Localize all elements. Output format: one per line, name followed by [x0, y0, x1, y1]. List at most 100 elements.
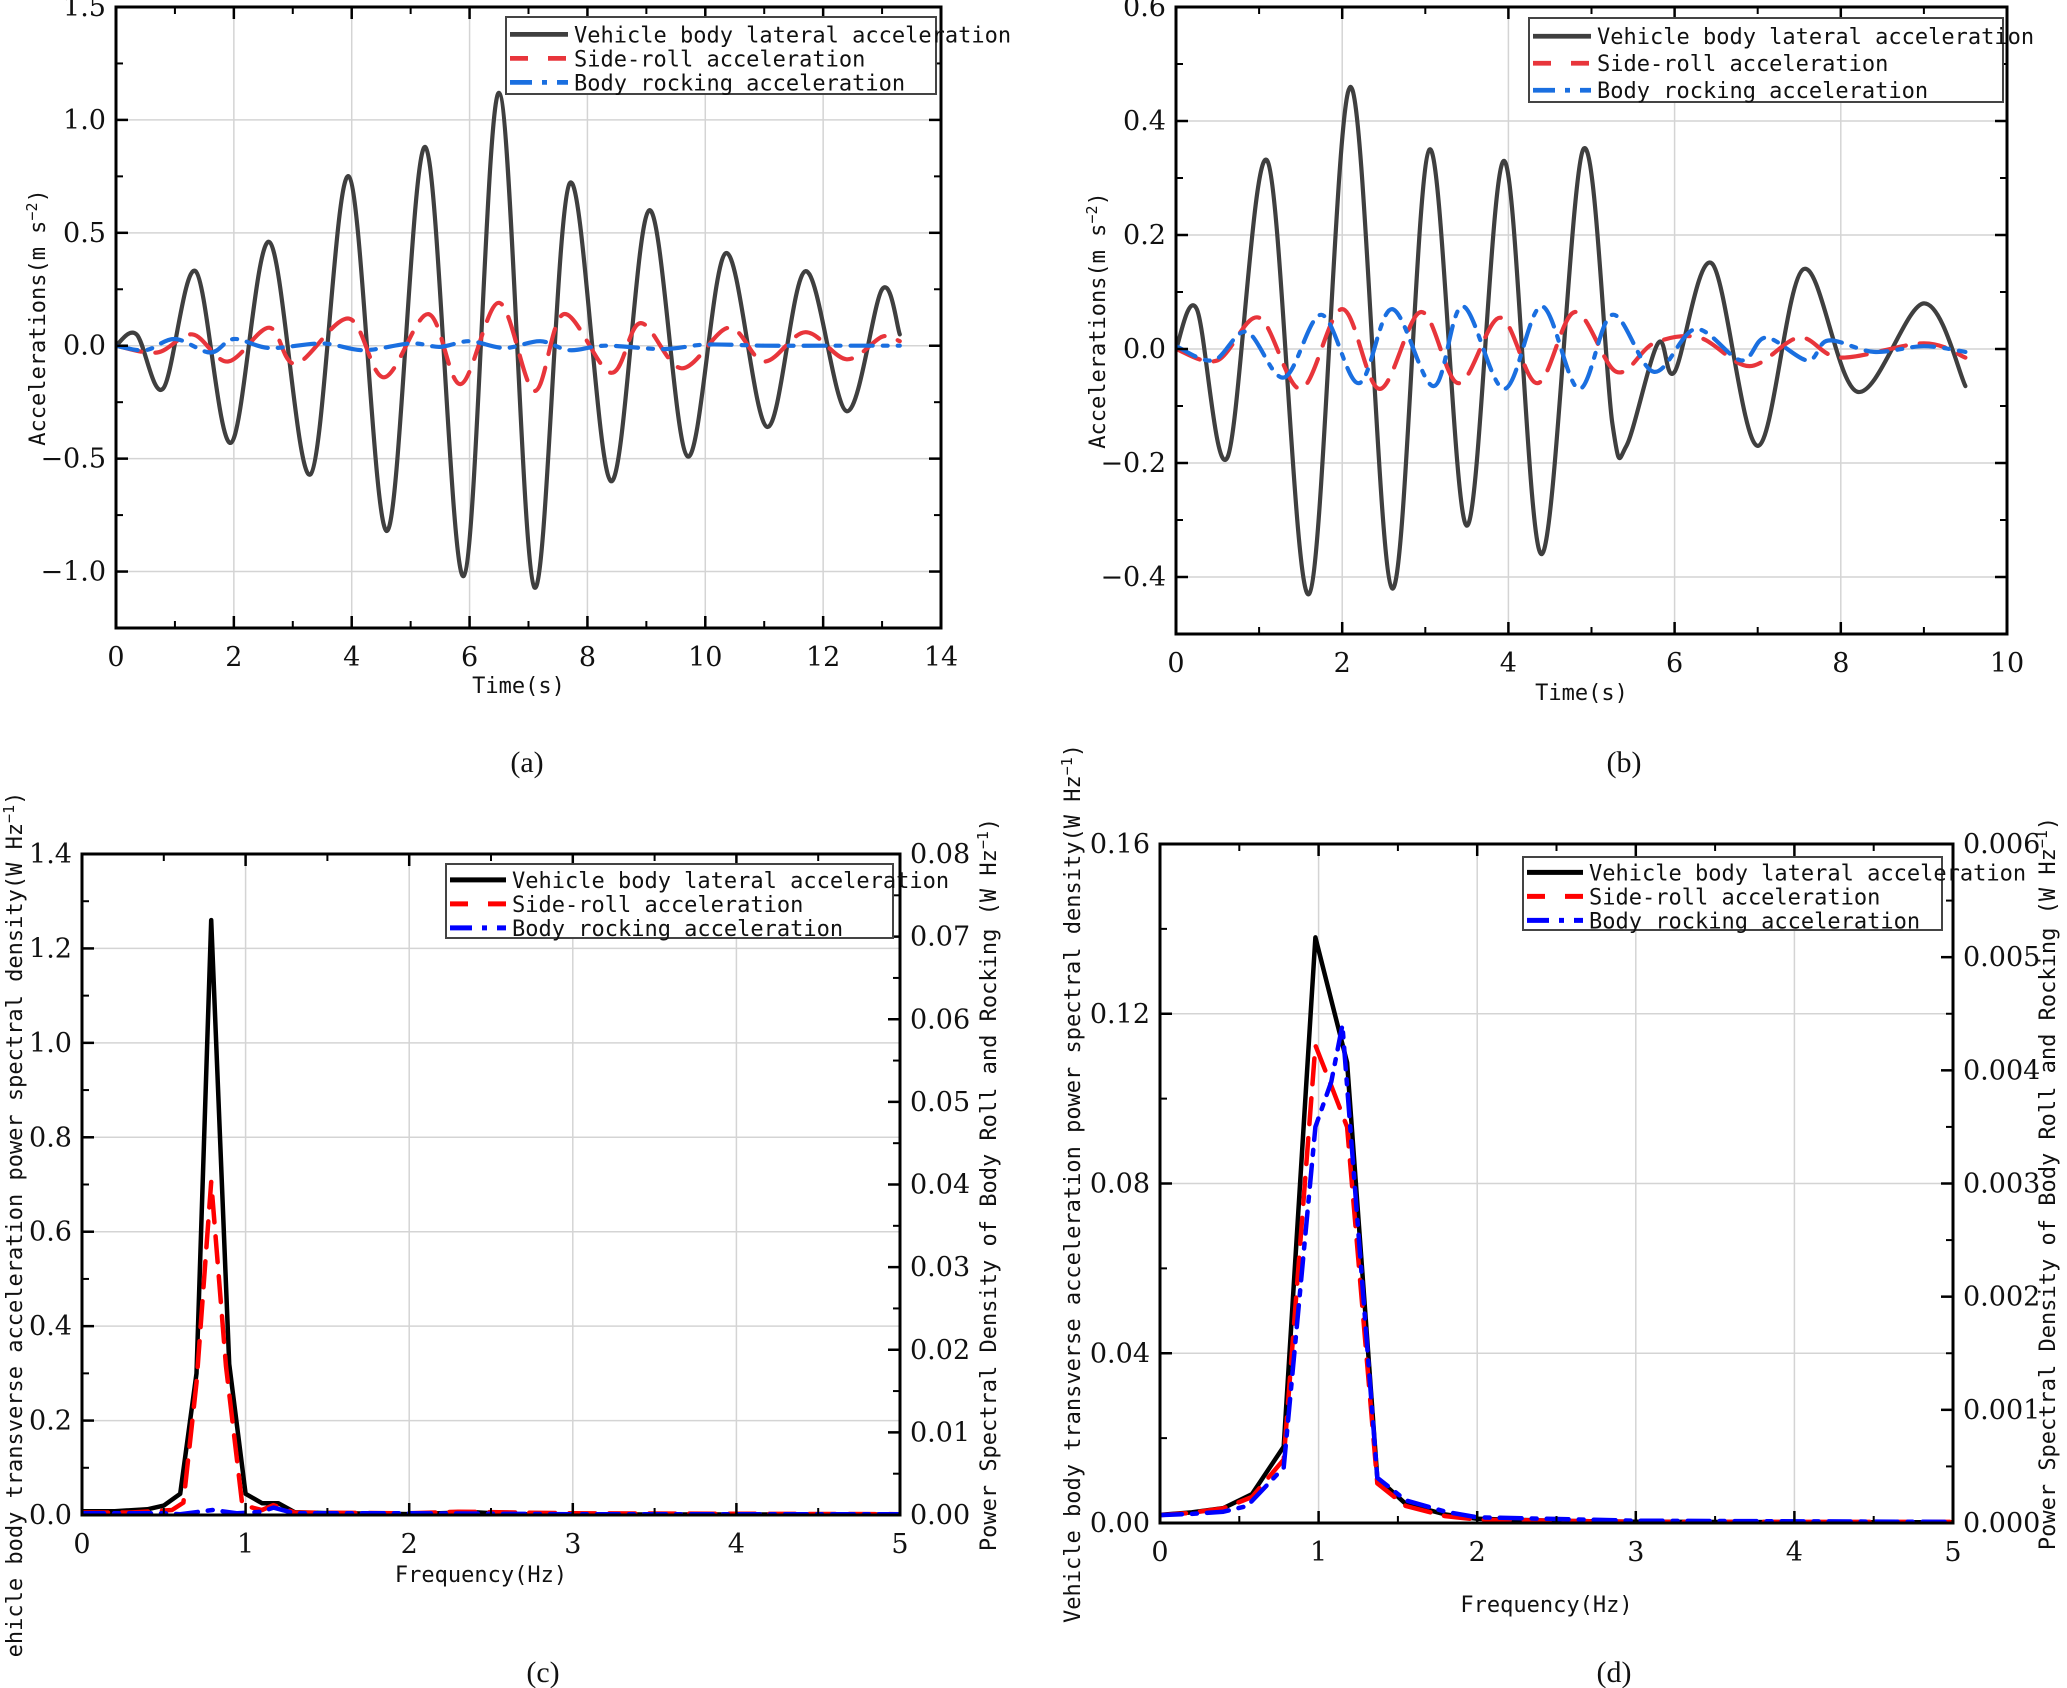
y-tick-label: −1.0: [40, 557, 106, 588]
y2-tick-label: 0.02: [910, 1335, 970, 1366]
series-group: [116, 90, 902, 590]
y2-tick-label: 0.003: [1963, 1169, 2040, 1200]
legend-label: Vehicle body lateral acceleration: [1597, 25, 2034, 50]
y-tick-label: 1.4: [29, 839, 72, 870]
x-tick-label: 10: [1990, 648, 2024, 679]
legend-label: Side-roll acceleration: [574, 47, 865, 72]
y2-tick-label: 0.04: [910, 1170, 970, 1201]
y-axis-title: Accelerations(m s−2): [23, 189, 51, 445]
series-line-body-rocking-acceleration: [116, 336, 902, 355]
x-tick-label: 4: [1500, 648, 1517, 679]
legend-box: [445, 863, 894, 939]
x-tick-label: 10: [688, 642, 722, 673]
y2-tick-label: 0.05: [910, 1087, 970, 1118]
y2-axis-title-text: Power Spectral Density of Body Roll and …: [977, 849, 1002, 1551]
y-tick-label: 0.4: [29, 1311, 72, 1342]
y-axis-title-close: ): [1086, 192, 1111, 205]
series-line-vehicle-body-lateral-acceleration: [116, 90, 902, 590]
panel-caption: (d): [1597, 1656, 1632, 1688]
legend-box: [505, 16, 937, 95]
x-tick-label: 4: [343, 642, 360, 673]
grid: [1160, 844, 1953, 1523]
chart-panel-c: 0 1 2 3 4 5 0.0 0.2 0.4 0.6 0.8 1.0 1.2 1.4 0.00 0.01 0.…: [0, 792, 1002, 1688]
y-tick-label: 0.6: [1123, 0, 1166, 23]
legend-box: [1522, 856, 1943, 931]
y-tick-label: 0.4: [1123, 106, 1166, 137]
y2-tick-label: 0.006: [1963, 829, 2040, 860]
y-axis-title: ehicle body transverse acceleration powe…: [0, 792, 28, 1658]
y2-tick-label: 0.001: [1963, 1395, 2040, 1426]
legend: Vehicle body lateral accelerationSide-ro…: [445, 863, 949, 942]
series-line-vehicle-body-lateral-acceleration: [1176, 84, 1968, 597]
grid: [1176, 7, 2007, 634]
y-axis-title-text: Accelerations(m s: [1086, 224, 1111, 449]
x-tick-label: 0: [1151, 1537, 1168, 1568]
y-axis-title-sup: −1: [1058, 757, 1076, 775]
series-line-side-roll-acceleration: [1160, 1043, 1953, 1523]
x-axis-title: Time(s): [472, 674, 565, 699]
y2-tick-label: 0.08: [910, 839, 970, 870]
legend-label: Body rocking acceleration: [1597, 79, 1928, 104]
series-line-side-roll-acceleration: [82, 1179, 900, 1515]
y-tick-label: 0.00: [1090, 1508, 1150, 1539]
y-tick-label: 0.16: [1090, 829, 1150, 860]
chart-panel-d: 0 1 2 3 4 5 0.00 0.04 0.08 0.12 0.16 0.000 0.001 0.00…: [1058, 744, 2061, 1688]
y-axis-title-close: ): [1061, 744, 1086, 757]
series-line-vehicle-body-lateral-acceleration: [82, 917, 900, 1515]
legend-label: Vehicle body lateral acceleration: [574, 23, 1011, 48]
y2-tick-label: 0.06: [910, 1004, 970, 1035]
legend-label: Vehicle body lateral acceleration: [512, 869, 949, 894]
panel-caption: (a): [510, 746, 543, 779]
y2-tick-label: 0.005: [1963, 942, 2040, 973]
y2-axis-title-text: Power Spectral Density of Body Roll and …: [2036, 848, 2061, 1550]
y2-axis-title-sup: −1: [974, 831, 992, 849]
x-tick-label: 6: [1666, 648, 1683, 679]
y-tick-label: 0.6: [29, 1217, 72, 1248]
series-line-vehicle-body-lateral-acceleration: [1160, 935, 1953, 1523]
y-tick-label: 0.12: [1090, 999, 1150, 1030]
y-axis-title: Accelerations(m s−2): [1083, 192, 1111, 448]
x-tick-label: 0: [1167, 648, 1184, 679]
series-group: [82, 917, 900, 1515]
legend-box: [1528, 17, 2004, 103]
y-tick-label: 1.0: [63, 105, 106, 136]
y-axis-title-sup: −2: [1083, 206, 1101, 224]
x-tick-label: 2: [1334, 648, 1351, 679]
legend-label: Vehicle body lateral acceleration: [1589, 861, 2026, 886]
x-tick-label: 4: [1786, 1537, 1803, 1568]
y-axis-title-sup: −2: [23, 203, 41, 221]
y2-tick-label: 0.01: [910, 1417, 970, 1448]
y-tick-label: −0.5: [40, 444, 106, 475]
y-tick-label: 0.0: [29, 1500, 72, 1531]
x-tick-label: 4: [728, 1529, 745, 1560]
legend-label: Body rocking acceleration: [574, 71, 905, 96]
series-group: [1176, 84, 1968, 597]
y-tick-label: 0.04: [1090, 1338, 1150, 1369]
y2-axis-title-sup: −1: [2033, 830, 2051, 848]
series-line-side-roll-acceleration: [1176, 307, 1968, 392]
y2-tick-label: 0.07: [910, 922, 970, 953]
y-axis-title-sup: −1: [0, 805, 18, 823]
y-tick-label: 0.5: [63, 218, 106, 249]
chart-panel-b: 0 2 4 6 8 10 −0.4 −0.2 0.0 0.2 0.4 0.6 Time(s) Accele…: [1083, 0, 2034, 779]
y2-tick-label: 0.00: [910, 1500, 970, 1531]
series-group: [1160, 935, 1953, 1523]
x-axis-title: Frequency(Hz): [395, 1563, 567, 1588]
legend-label: Body rocking acceleration: [512, 917, 843, 942]
x-tick-label: 8: [579, 642, 596, 673]
y2-tick-label: 0.004: [1963, 1055, 2040, 1086]
x-tick-label: 2: [225, 642, 242, 673]
y-tick-label: 1.2: [29, 933, 72, 964]
y2-axis-title: Power Spectral Density of Body Roll and …: [974, 818, 1002, 1551]
y-tick-label: 1.5: [63, 0, 106, 23]
x-tick-label: 5: [891, 1529, 908, 1560]
x-tick-label: 0: [107, 642, 124, 673]
y2-tick-label: 0.03: [910, 1252, 970, 1283]
y-axis-title-close: ): [26, 189, 51, 202]
legend-label: Body rocking acceleration: [1589, 909, 1920, 934]
chart-panel-a: 0 2 4 6 8 10 12 14 −1.0 −0.5 0.0 0.5 1.0 1.5 Time(s) Ac…: [23, 0, 1011, 779]
legend-label: Side-roll acceleration: [1589, 885, 1880, 910]
y-tick-label: 1.0: [29, 1028, 72, 1059]
x-tick-label: 1: [1310, 1537, 1327, 1568]
